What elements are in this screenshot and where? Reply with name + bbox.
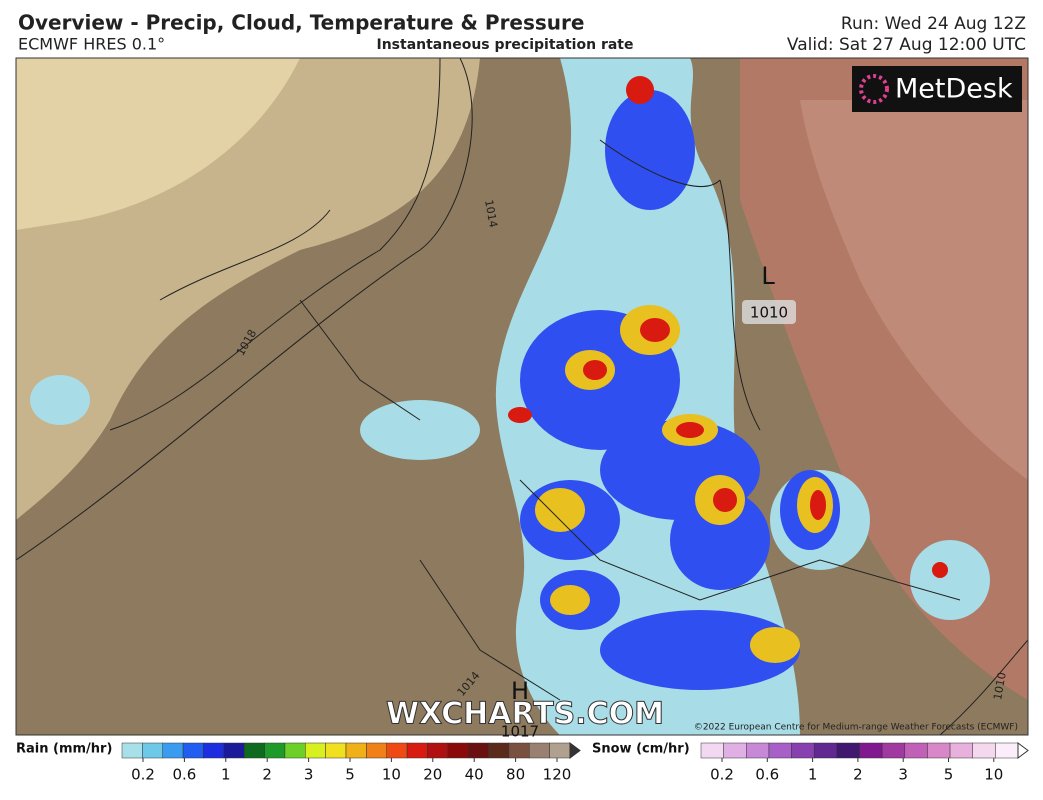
high-symbol: H [511, 677, 529, 705]
snow-arrow [1017, 742, 1029, 759]
rain-arrow [569, 742, 581, 759]
rain-title: Rain (mm/hr) [16, 742, 112, 757]
low-symbol: L [761, 262, 775, 290]
copyright: ©2022 European Centre for Medium-range W… [694, 723, 1018, 733]
snow-label: 0.6 [755, 766, 779, 784]
rain-label: 120 [543, 766, 572, 784]
snow-label: 2 [853, 766, 863, 784]
snow-swatch [836, 742, 860, 759]
rain-label: 20 [423, 766, 442, 784]
rain-label: 0.2 [131, 766, 155, 784]
rain-swatch [264, 742, 286, 759]
rain-swatch [223, 742, 245, 759]
snow-swatch [700, 742, 724, 759]
rain-swatch [325, 742, 347, 759]
snow-swatch [927, 742, 951, 759]
rain-label: 40 [465, 766, 484, 784]
legend: 0.2 0.6 1 2 3 5 10 20 40 80 120 0.2 0.6 1 2 3 5 10 [121, 742, 1029, 784]
snow-title: Snow (cm/hr) [592, 742, 690, 757]
rain-swatch [406, 742, 428, 759]
rain-swatch [142, 742, 163, 759]
rain-swatch [284, 742, 306, 759]
rain-swatch [121, 742, 143, 759]
isobar-label: 1010 [991, 671, 1009, 701]
run: Run: Wed 24 Aug 12Z [841, 14, 1026, 34]
valid: Valid: Sat 27 Aug 12:00 UTC [787, 35, 1026, 55]
rain-swatch [203, 742, 225, 759]
low-pressure: 1010 [750, 304, 788, 322]
snow-swatch [972, 742, 996, 759]
rain-swatch [488, 742, 510, 759]
rain-swatch [549, 742, 571, 759]
rain-label: 80 [506, 766, 525, 784]
watermark: WXCHARTS.COM [386, 697, 664, 732]
rain-swatch [182, 742, 204, 759]
rain-swatch [345, 742, 367, 759]
snow-swatch [768, 742, 792, 759]
snow-swatch [791, 742, 815, 759]
rain-swatch [305, 742, 326, 759]
rain-swatch [386, 742, 408, 759]
rain-swatch [529, 742, 550, 759]
rain-label: 2 [262, 766, 272, 784]
snow-swatch [949, 742, 973, 759]
brand-box [852, 66, 1022, 112]
rain-swatch [467, 742, 489, 759]
rain-label: 0.6 [172, 766, 196, 784]
rain-swatch [427, 742, 449, 759]
snow-swatch [723, 742, 747, 759]
brand: MetDesk [895, 74, 1013, 105]
rain-label: 10 [382, 766, 401, 784]
snow-label: 10 [984, 766, 1003, 784]
snow-swatch [813, 742, 838, 759]
snow-swatch [746, 742, 770, 759]
field: Instantaneous precipitation rate [377, 37, 634, 53]
snow-swatch [881, 742, 906, 759]
rain-label: 1 [221, 766, 231, 784]
rain-swatch [366, 742, 387, 759]
rain-label: 5 [345, 766, 355, 784]
rain-swatch [162, 742, 184, 759]
rain-swatch [508, 742, 530, 759]
map: MetDesk L 1010 H 1017 1014 1018 1014 101… [15, 57, 1029, 741]
snow-label: 0.2 [710, 766, 734, 784]
snow-label: 1 [808, 766, 818, 784]
rain-label: 3 [304, 766, 314, 784]
rain-swatch [243, 742, 265, 759]
title: Overview - Precip, Cloud, Temperature & … [18, 11, 584, 35]
model: ECMWF HRES 0.1° [18, 35, 165, 54]
snow-swatch [904, 742, 928, 759]
snow-swatch [995, 742, 1019, 759]
snow-swatch [859, 742, 883, 759]
snow-label: 3 [898, 766, 908, 784]
rain-swatch [447, 742, 469, 759]
snow-label: 5 [944, 766, 954, 784]
isobar-label: 1014 [482, 199, 500, 229]
high-pressure: 1017 [501, 723, 539, 741]
